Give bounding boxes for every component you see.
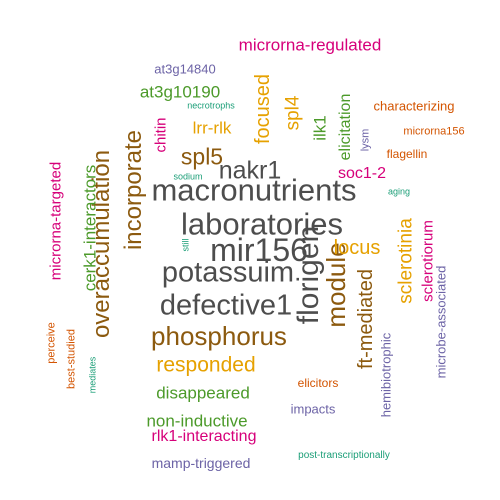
word-microrna-targeted: microrna-targeted <box>47 161 65 281</box>
word-microbe-associated: microbe-associated <box>433 265 449 379</box>
word-disappeared: disappeared <box>156 383 250 403</box>
word-mamp-triggered: mamp-triggered <box>151 455 251 471</box>
word-ft-mediated: ft-mediated <box>355 268 377 370</box>
word-spl4: spl4 <box>282 95 304 131</box>
word-defective1: defective1 <box>159 289 293 322</box>
word-microrna-regulated: microrna-regulated <box>238 35 382 55</box>
word-cerk1-interactors: cerk1-interactors <box>80 164 100 292</box>
word-potassuim: potassuim <box>161 256 295 289</box>
word-lysm: lysm <box>359 128 372 152</box>
word-locus: locus <box>333 237 381 259</box>
word-rlk1-interacting: rlk1-interacting <box>151 428 257 445</box>
word-sodium: sodium <box>173 171 203 182</box>
word-post-transcriptionally: post-transcriptionally <box>298 450 390 461</box>
word-focused: focused <box>252 73 274 145</box>
word-elicitation: elicitation <box>337 93 354 161</box>
word-incorporate: incorporate <box>120 129 147 251</box>
word-sclerotinia: sclerotinia <box>395 218 417 304</box>
word-necrotrophs: necrotrophs <box>187 100 235 111</box>
word-mediates: mediates <box>87 356 98 394</box>
word-best-studied: best-studied <box>65 329 78 389</box>
word-nakr1: nakr1 <box>218 156 282 185</box>
word-responded: responded <box>156 353 256 377</box>
word-at3g10190: at3g10190 <box>139 82 221 102</box>
word-elicitors: elicitors <box>297 376 339 390</box>
word-flagellin: flagellin <box>386 147 428 161</box>
word-characterizing: characterizing <box>373 98 455 114</box>
word-lrr-rlk: lrr-rlk <box>192 118 232 138</box>
word-mir156: mir156 <box>210 232 308 268</box>
word-aging: aging <box>387 186 411 197</box>
word-hemibiotrophic: hemibiotrophic <box>378 332 394 418</box>
word-still: still <box>180 238 191 252</box>
word-ilk1: ilk1 <box>310 115 330 141</box>
word-soc1-2: soc1-2 <box>337 165 387 182</box>
word-chitin: chitin <box>152 117 170 153</box>
word-florigen: florigen <box>292 225 325 325</box>
word-impacts: impacts <box>290 401 336 417</box>
word-microrna156: microrna156 <box>403 125 465 138</box>
word-macronutrients: macronutrients <box>151 172 357 208</box>
word-laboratories: laboratories <box>181 206 343 242</box>
word-at3g14840: at3g14840 <box>154 61 216 77</box>
word-non-inductive: non-inductive <box>146 411 248 431</box>
word-phosphorus: phosphorus <box>151 321 287 351</box>
word-perceive: perceive <box>45 322 58 364</box>
word-spl5: spl5 <box>180 143 224 170</box>
